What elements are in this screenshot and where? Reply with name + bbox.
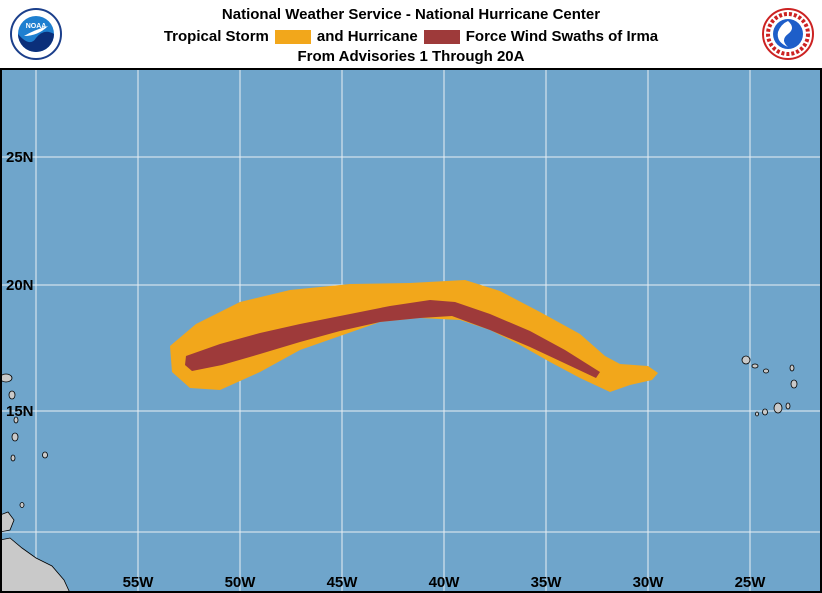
longitude-labels: 55W 50W 45W 40W 35W 30W 25W — [123, 574, 767, 591]
land-masses — [0, 355, 798, 593]
island-west-2 — [8, 390, 16, 400]
cape-verde-fogo — [762, 408, 768, 416]
map: 55W 50W 45W 40W 35W 30W 25W 25N 20N 15N — [0, 68, 822, 593]
lon-label-45w: 45W — [327, 574, 359, 591]
cape-verde-sao-nicolau — [763, 368, 769, 374]
lat-label-15n: 15N — [6, 403, 34, 420]
south-america-coast — [0, 537, 71, 593]
lon-label-50w: 50W — [225, 574, 257, 591]
lat-label-25n: 25N — [6, 149, 34, 166]
cape-verde-sal — [789, 364, 795, 372]
lon-label-40w: 40W — [429, 574, 461, 591]
lon-label-30w: 30W — [633, 574, 665, 591]
cape-verde-brava — [755, 411, 759, 417]
legend-hu-label: and Hurricane — [316, 28, 418, 45]
cape-verde-sao-vicente — [751, 363, 759, 369]
trinidad-island — [0, 511, 15, 533]
lon-label-35w: 35W — [531, 574, 563, 591]
legend-ts-swatch — [274, 30, 311, 44]
cape-verde-santo-antao — [741, 355, 751, 365]
island-barbados — [42, 451, 48, 459]
tropical-storm-wind-swath — [170, 280, 658, 392]
legend: Tropical Storm and Hurricane Force Wind … — [0, 28, 822, 46]
island-west-1 — [0, 373, 13, 383]
nws-logo — [762, 8, 814, 60]
hurricane-wind-swath — [185, 300, 600, 378]
legend-ts-label: Tropical Storm — [163, 28, 269, 45]
legend-hu-swatch — [423, 30, 460, 44]
lon-label-25w: 25W — [735, 574, 767, 591]
cape-verde-boa-vista — [790, 379, 798, 389]
map-border — [0, 68, 822, 593]
ocean-background — [0, 68, 822, 593]
cape-verde-santiago — [773, 402, 783, 414]
cape-verde-maio — [785, 402, 791, 410]
island-tobago — [19, 502, 25, 508]
island-west-4 — [11, 432, 19, 442]
lat-label-20n: 20N — [6, 277, 34, 294]
noaa-logo: NOAA — [10, 8, 62, 60]
island-west-3 — [13, 416, 19, 424]
legend-suffix: Force Wind Swaths of Irma — [465, 28, 659, 45]
header: NOAA National Weather Service - National… — [0, 0, 822, 68]
map-subtitle: From Advisories 1 Through 20A — [297, 48, 525, 65]
island-west-5 — [10, 454, 16, 462]
map-title: National Weather Service - National Hurr… — [221, 6, 601, 23]
latitude-labels: 25N 20N 15N — [6, 149, 34, 420]
noaa-logo-text: NOAA — [26, 23, 47, 30]
lon-label-55w: 55W — [123, 574, 155, 591]
